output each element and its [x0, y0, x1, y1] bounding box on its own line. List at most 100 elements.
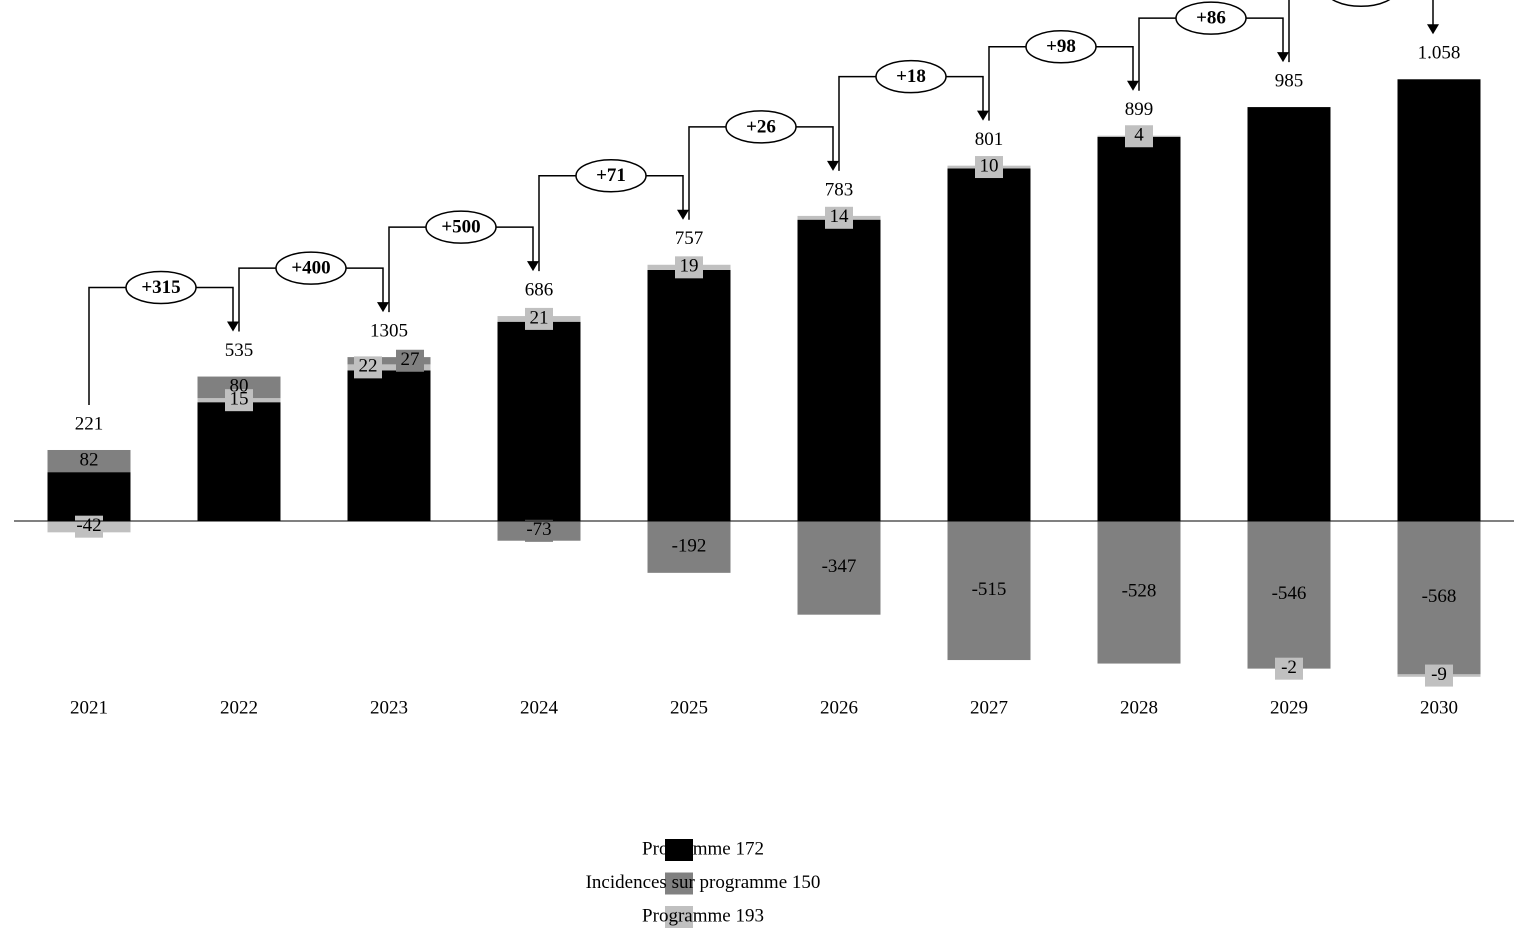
legend-label: Incidences sur programme 150	[586, 872, 821, 893]
change-label: +74	[1346, 0, 1376, 1]
data-label: -42	[76, 515, 101, 536]
data-label: -528	[1122, 581, 1157, 602]
data-label: 15	[230, 389, 249, 410]
arrow-head	[377, 302, 389, 313]
bar-segment	[647, 269, 731, 521]
data-label: 1.116	[818, 359, 860, 380]
label-box	[975, 156, 1003, 179]
legend-swatch	[665, 872, 693, 895]
x-tick-label: 2027	[970, 697, 1008, 718]
bar-segment	[347, 370, 431, 521]
change-label: +500	[441, 216, 480, 237]
bar-segment	[197, 402, 281, 521]
data-label: -2	[1281, 657, 1297, 678]
data-label: -9	[1431, 664, 1447, 685]
data-label: -347	[822, 556, 857, 577]
data-label: 10	[980, 155, 999, 176]
change-bubble	[875, 59, 947, 94]
total-label: 686	[525, 279, 554, 300]
x-tick-label: 2030	[1420, 697, 1458, 718]
label-box	[1125, 125, 1153, 148]
bar-segment	[47, 472, 131, 521]
arrow-head	[1127, 80, 1139, 91]
change-bubble	[1175, 1, 1247, 35]
change-bubble	[725, 110, 797, 144]
total-label: 801	[975, 129, 1004, 150]
data-label: 4	[1134, 125, 1144, 146]
x-tick-label: 2028	[1120, 697, 1158, 718]
bar-segment	[1247, 521, 1331, 669]
arrow-head	[1427, 24, 1439, 35]
bar-segment	[647, 521, 731, 573]
label-box	[354, 356, 382, 379]
data-label: 14	[830, 206, 850, 227]
data-label: 27	[401, 349, 420, 370]
legend-swatch	[665, 839, 693, 861]
total-label: 899	[1125, 99, 1154, 120]
label-box	[525, 519, 553, 542]
bar-segment	[197, 376, 281, 399]
total-label: 1.058	[1418, 43, 1461, 64]
data-label: -546	[1272, 583, 1307, 604]
total-label: 535	[225, 340, 254, 361]
arrow-head	[977, 110, 989, 121]
data-label: 558	[375, 434, 404, 455]
legend-swatch	[665, 906, 693, 928]
label-box	[525, 307, 553, 330]
data-label: 1.636	[1418, 288, 1461, 309]
label-box	[1275, 657, 1303, 680]
arrow-head	[677, 209, 689, 220]
bar-segment	[347, 364, 431, 371]
data-label: 22	[359, 356, 378, 377]
data-label: -192	[672, 535, 707, 556]
data-label: 80	[230, 376, 249, 397]
bar-segment	[1097, 136, 1181, 522]
data-label: -515	[972, 579, 1007, 600]
x-tick-label: 2025	[670, 697, 708, 718]
data-label: 1.306	[968, 333, 1011, 354]
data-label: 738	[525, 410, 554, 431]
change-label: +98	[1046, 36, 1076, 57]
x-tick-label: 2024	[520, 697, 559, 718]
legend-label: Programme 193	[642, 905, 764, 926]
data-label: 181	[75, 485, 104, 506]
change-bubble	[425, 210, 497, 244]
connector	[1288, 0, 1434, 63]
label-box	[396, 349, 424, 372]
arrow-head	[1277, 52, 1289, 63]
change-label: +18	[896, 66, 926, 87]
change-bubble	[275, 251, 347, 285]
bar-segment	[347, 357, 431, 365]
data-label: -73	[526, 519, 551, 540]
change-bubble	[125, 270, 197, 305]
data-label: 930	[675, 384, 704, 405]
x-tick-label: 2029	[1270, 697, 1308, 718]
total-label: 221	[75, 413, 104, 434]
arrow-head	[827, 160, 839, 171]
data-label: 21	[530, 307, 549, 328]
x-tick-label: 2022	[220, 697, 258, 718]
bar-segment	[1397, 79, 1481, 521]
change-bubble	[1025, 29, 1097, 64]
bar-segment	[1247, 107, 1331, 521]
total-label: 985	[1275, 70, 1304, 91]
bar-segment	[797, 219, 881, 521]
total-label: 1305	[370, 320, 408, 341]
data-label: 19	[680, 256, 699, 277]
total-label: 757	[675, 228, 704, 249]
change-label: +86	[1196, 7, 1226, 28]
bar-segment	[1397, 521, 1481, 675]
bar-segment	[1097, 521, 1181, 664]
bar-segment	[947, 521, 1031, 661]
arrow-head	[227, 321, 239, 332]
total-label: 783	[825, 179, 854, 200]
x-tick-label: 2023	[370, 697, 408, 718]
data-label: 440	[225, 450, 254, 471]
change-label: +400	[291, 257, 330, 278]
data-label: -568	[1422, 586, 1457, 607]
change-bubble	[575, 159, 647, 193]
x-tick-label: 2021	[70, 697, 108, 718]
bar-segment	[47, 449, 131, 473]
